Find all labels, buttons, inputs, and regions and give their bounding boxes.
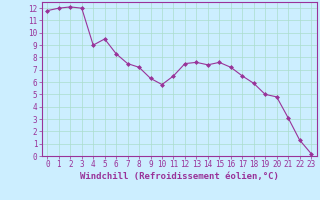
X-axis label: Windchill (Refroidissement éolien,°C): Windchill (Refroidissement éolien,°C) — [80, 172, 279, 181]
